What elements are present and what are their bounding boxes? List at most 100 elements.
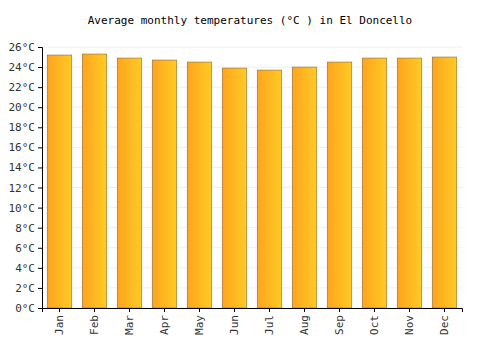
x-tick: Jun [228,308,241,335]
y-tick-label: 12°C [9,182,36,195]
y-tick: 26°C [9,41,43,54]
y-tick-mark [38,147,42,148]
y-tick: 18°C [9,121,43,134]
x-tick-label: Jul [263,315,276,335]
bar [292,67,317,308]
y-tick-mark [38,268,42,269]
y-tick-label: 22°C [9,81,36,94]
x-tick-label: Mar [123,315,136,335]
bar [222,68,247,308]
x-axis-line [43,309,463,313]
y-tick-mark [38,288,42,289]
x-tick: Sep [333,308,346,335]
y-tick-label: 26°C [9,41,36,54]
x-tick-mark [304,308,305,312]
y-tick-mark [38,47,42,48]
y-tick-label: 10°C [9,202,36,215]
x-axis: Jan Feb Mar Apr May Jun Jul Aug Sep Oct Nov Dec [43,308,463,335]
x-tick: Dec [438,308,451,335]
x-tick-label: Jan [53,315,66,335]
x-tick: Oct [368,308,381,335]
y-tick-mark [38,208,42,209]
y-tick: 20°C [9,101,43,114]
y-tick: 14°C [9,161,43,174]
x-tick-mark [339,308,340,312]
y-tick-mark [38,107,42,108]
x-tick-mark [129,308,130,312]
y-tick-label: 0°C [15,302,35,315]
x-tick-label: Apr [158,315,171,335]
y-tick-label: 14°C [9,161,36,174]
y-tick-label: 24°C [9,61,36,74]
x-tick-mark [234,308,235,312]
x-tick-label: Dec [438,315,451,335]
x-tick: Mar [123,308,136,335]
bar [117,58,142,308]
x-tick: Jan [53,308,66,335]
bar [327,62,352,308]
y-tick: 12°C [9,182,43,195]
chart: 0°C 2°C 4°C 6°C 8°C 10°C 12°C 14°C 16°C 18°C 20°C 2… [0,0,500,350]
y-tick: 10°C [9,202,43,215]
bar [362,58,387,308]
x-tick: Aug [298,308,311,335]
x-tick-label: Nov [403,315,416,335]
x-tick-mark [164,308,165,312]
plot: 0°C 2°C 4°C 6°C 8°C 10°C 12°C 14°C 16°C 18°C 20°C 2… [9,41,463,335]
y-tick-label: 16°C [9,141,36,154]
bar [152,60,177,308]
x-tick-label: Sep [333,315,346,335]
x-tick-mark [199,308,200,312]
y-tick-mark [38,308,42,309]
x-tick-label: Feb [88,315,101,335]
bar [397,58,422,308]
y-tick-label: 20°C [9,101,36,114]
x-tick-mark [94,308,95,312]
y-tick-mark [38,87,42,88]
bar [47,55,72,308]
y-tick-label: 2°C [15,282,35,295]
y-tick-mark [38,188,42,189]
y-tick: 2°C [15,282,42,295]
y-tick-mark [38,167,42,168]
y-tick-label: 4°C [15,262,35,275]
y-tick-mark [38,248,42,249]
y-tick: 24°C [9,61,43,74]
x-tick-label: Oct [368,315,381,335]
x-tick: Feb [88,308,101,335]
x-tick-mark [269,308,270,312]
y-tick: 6°C [15,242,42,255]
grid [42,47,462,308]
x-tick-mark [59,308,60,312]
title: Average monthly temperatures (°C ) in El… [88,14,413,27]
x-tick-mark [444,308,445,312]
x-tick-label: Aug [298,315,311,335]
y-tick: 16°C [9,141,43,154]
bar [82,54,107,308]
bar [432,57,457,308]
bars [47,54,457,308]
y-tick-mark [38,67,42,68]
x-tick: May [193,308,206,335]
x-tick-mark [374,308,375,312]
bar [187,62,212,308]
x-tick: Apr [158,308,171,335]
y-tick-label: 6°C [15,242,35,255]
x-tick: Nov [403,308,416,335]
y-tick-mark [38,228,42,229]
y-axis: 0°C 2°C 4°C 6°C 8°C 10°C 12°C 14°C 16°C 18°C 20°C 2… [9,41,43,315]
x-tick: Jul [263,308,276,335]
y-tick: 22°C [9,81,43,94]
y-axis-line [38,48,43,309]
y-tick: 0°C [15,302,42,315]
y-tick-label: 18°C [9,121,36,134]
y-tick-mark [38,127,42,128]
grid-line [42,47,462,48]
y-tick: 8°C [15,222,42,235]
y-tick: 4°C [15,262,42,275]
x-tick-label: Jun [228,315,241,335]
x-tick-label: May [193,315,206,335]
bar [257,70,282,308]
y-tick-label: 8°C [15,222,35,235]
x-tick-mark [409,308,410,312]
